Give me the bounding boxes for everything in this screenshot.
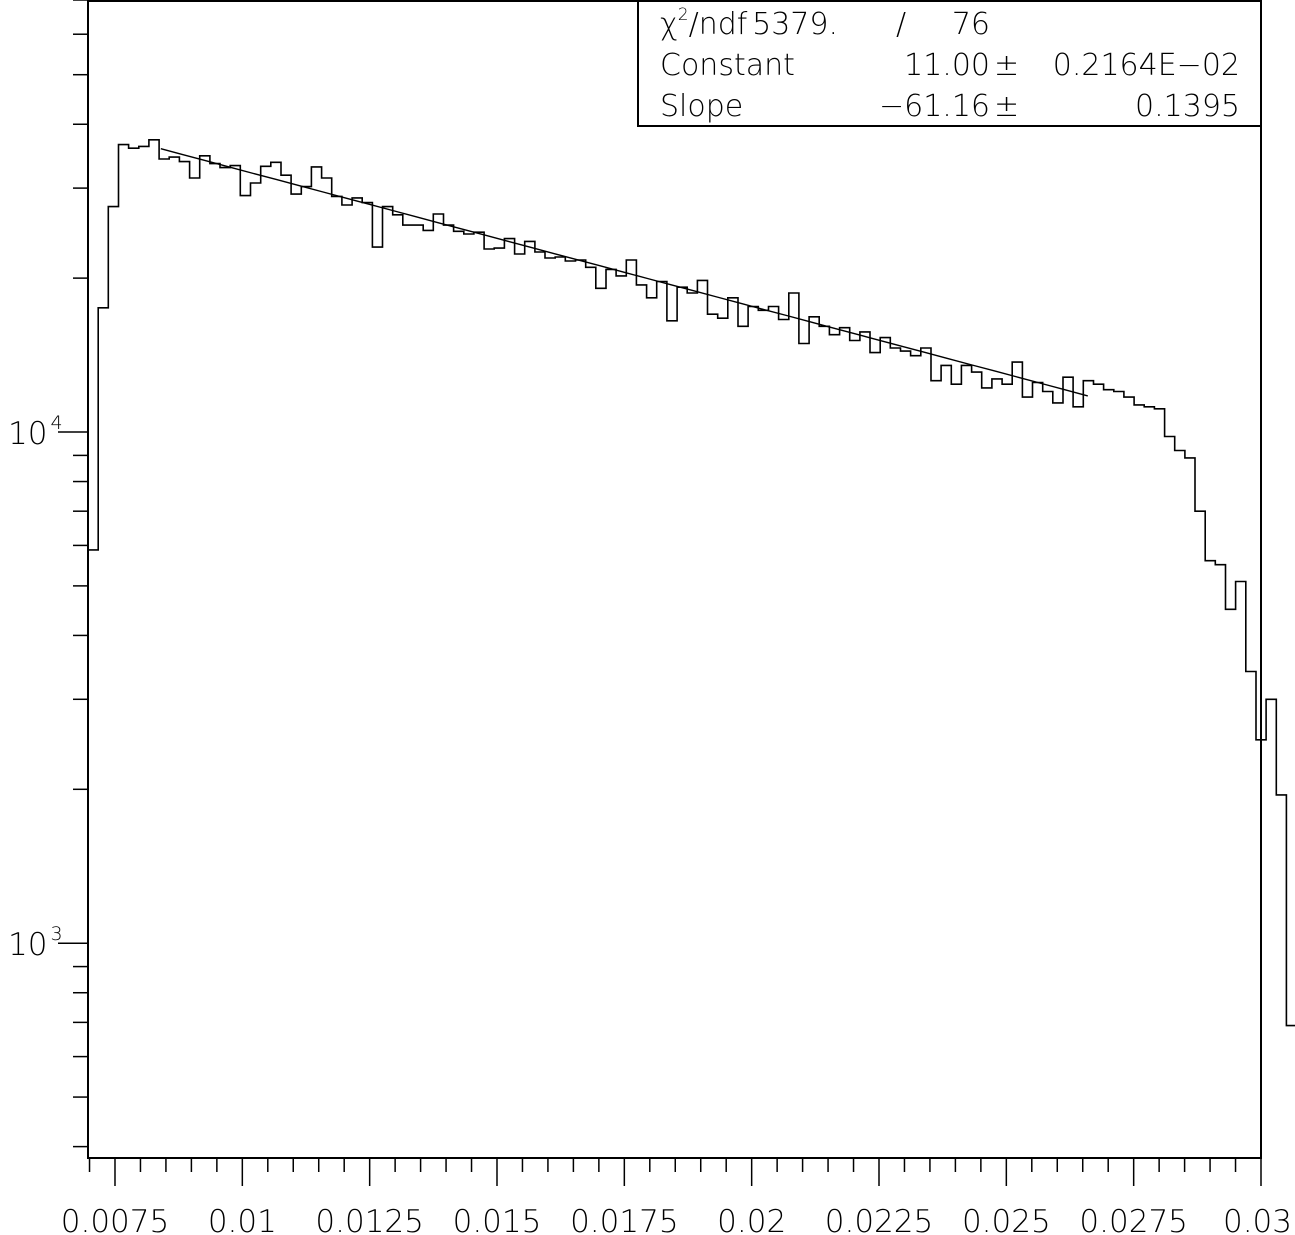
y-tick-label-exponent: 4 [50,412,62,434]
param-slope-value: −61.16 [879,89,990,124]
plot-area-border [87,0,1262,1159]
param-slope-name: Slope [660,89,743,124]
x-tick-label: 0.01 [208,1204,277,1235]
plot-frame [87,0,1262,1159]
param-constant-pm: ± [994,48,1019,83]
param-slope-error: 0.1395 [1135,89,1240,124]
chi2-label: χ2/ndf [660,5,748,42]
x-tick-label: 0.0225 [825,1204,933,1235]
y-tick-label: 10 3 [8,923,63,963]
y-tick-label-exponent: 3 [50,923,62,945]
chi2-value: 5379. [752,7,838,42]
param-constant-value: 11.00 [904,48,990,83]
x-tick-label: 0.0075 [61,1204,169,1235]
x-tick-label: 0.025 [962,1204,1051,1235]
chi2-symbol: χ [660,7,678,42]
x-tick-label: 0.02 [717,1204,786,1235]
x-tick-label: 0.0175 [570,1204,678,1235]
histogram-step-line [87,139,1295,1158]
param-constant-error: 0.2164E−02 [1053,48,1240,83]
fit-stats-box: χ2/ndf 5379. / 76 Constant 11.00 ± 0.216… [637,0,1262,127]
y-tick-label-base: 10 [8,416,47,452]
x-tick-label: 0.0275 [1079,1204,1187,1235]
stats-box-border [637,0,1262,127]
x-axis-ticks: 0.0075 0.01 0.0125 0.015 0.0175 0.02 0.0225 0.0… [61,1158,1292,1235]
exponential-fit-line [160,148,1088,397]
x-tick-label: 0.015 [453,1204,542,1235]
y-tick-label-base: 10 [8,927,47,963]
param-slope-pm: ± [994,89,1019,124]
y-tick-label: 10 4 [8,412,63,452]
chi2-superscript: 2 [678,5,689,25]
param-constant-name: Constant [660,48,795,83]
chi2-separator: / [896,7,906,42]
histogram-series [87,139,1295,1158]
x-tick-label: 0.03 [1223,1204,1292,1235]
fit-curve [160,148,1088,397]
chi2-ndf-label: /ndf [689,7,748,42]
x-tick-label: 0.0125 [315,1204,423,1235]
ndf-value: 76 [952,7,990,42]
